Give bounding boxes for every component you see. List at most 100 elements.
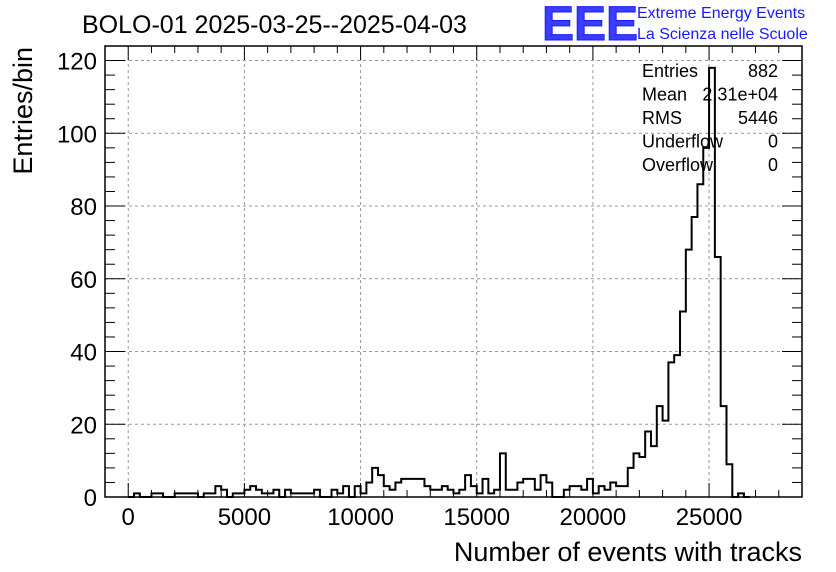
x-tick-label: 5000 xyxy=(218,504,271,531)
histogram-bin xyxy=(616,486,622,497)
histogram-bin xyxy=(215,486,221,497)
histogram-bin xyxy=(390,490,396,497)
y-tick-label: 0 xyxy=(84,485,97,512)
stats-label: Underflow xyxy=(642,132,724,152)
stats-label: Overflow xyxy=(642,155,714,175)
grid xyxy=(105,46,802,498)
histogram-bin xyxy=(692,217,698,497)
y-tick-label: 100 xyxy=(57,121,97,148)
histogram-bin xyxy=(564,490,570,497)
histogram-bin xyxy=(436,490,442,497)
x-tick-label: 0 xyxy=(122,504,135,531)
histogram-bin xyxy=(587,479,593,497)
histogram-bin xyxy=(535,490,541,497)
histogram-bin xyxy=(500,453,506,497)
histogram-bin xyxy=(628,468,634,497)
x-axis-label: Number of events with tracks xyxy=(454,537,802,567)
histogram-bin xyxy=(285,490,291,497)
y-tick-labels: 0 20 40 60 80 100 120 xyxy=(57,49,97,512)
histogram-bin xyxy=(575,486,581,497)
histogram-bin xyxy=(448,490,454,497)
y-axis-label: Entries/bin xyxy=(8,47,38,175)
stats-label: Mean xyxy=(642,85,687,105)
histogram-bin xyxy=(570,486,576,497)
histogram-bin xyxy=(314,490,320,497)
histogram-bin xyxy=(697,184,703,497)
histogram-bin xyxy=(401,479,407,497)
histogram-bin xyxy=(273,490,279,497)
histogram-bin xyxy=(384,486,390,497)
histogram-bin xyxy=(419,479,425,497)
logo-line2: La Scienza nelle Scuole xyxy=(637,26,808,43)
histogram-bin xyxy=(657,406,663,497)
histogram-bin xyxy=(343,486,349,497)
y-tick-label: 120 xyxy=(57,49,97,76)
logo-line1: Extreme Energy Events xyxy=(637,5,805,22)
histogram-bin xyxy=(686,250,692,497)
x-tick-labels: 0 5000 10000 15000 20000 25000 xyxy=(122,504,743,531)
histogram-bin xyxy=(610,482,616,497)
axis-ticks xyxy=(104,45,803,498)
stats-value: 5446 xyxy=(738,108,778,128)
x-tick-label: 15000 xyxy=(443,504,510,531)
histogram-bin xyxy=(523,479,529,497)
histogram-bin xyxy=(471,486,477,497)
histogram-bin xyxy=(668,362,674,497)
histogram-bin xyxy=(512,490,518,497)
histogram-bin xyxy=(407,479,413,497)
eee-logo-text: EEE xyxy=(542,0,638,51)
stats-box: Entries 882 Mean 2.31e+04 RMS 5446 Underflow 0 O… xyxy=(642,61,778,175)
y-tick-label: 80 xyxy=(70,194,97,221)
histogram-bin xyxy=(529,479,535,497)
histogram-bin xyxy=(395,482,401,497)
histogram-bin xyxy=(494,490,500,497)
histogram-bin xyxy=(680,312,686,497)
histogram-bin xyxy=(424,486,430,497)
histogram-bin xyxy=(442,486,448,497)
histogram-bin xyxy=(517,482,523,497)
histogram-bin xyxy=(250,486,256,497)
stats-label: RMS xyxy=(642,108,682,128)
histogram-bin xyxy=(332,490,338,497)
histogram-bin xyxy=(256,490,262,497)
histogram-bin xyxy=(413,479,419,497)
histogram-bin xyxy=(366,482,372,497)
histogram-bin xyxy=(645,432,651,497)
y-tick-label: 20 xyxy=(70,412,97,439)
histogram-bin xyxy=(639,457,645,497)
histogram-bin xyxy=(703,148,709,497)
histogram-bin xyxy=(581,490,587,497)
x-tick-label: 10000 xyxy=(327,504,394,531)
histogram-bin xyxy=(605,490,611,497)
chart-title: BOLO-01 2025-03-25--2025-04-03 xyxy=(82,11,467,39)
histogram-bin xyxy=(506,490,512,497)
eee-logo: EEE Extreme Energy Events La Scienza nel… xyxy=(542,0,808,52)
histogram-bin xyxy=(599,486,605,497)
histogram-bin xyxy=(674,355,680,497)
histogram-bin xyxy=(622,486,628,497)
y-tick-label: 40 xyxy=(70,340,97,367)
histogram-bin xyxy=(715,257,721,497)
histogram-bin xyxy=(483,479,489,497)
histogram-bin xyxy=(721,406,727,497)
histogram-bin xyxy=(726,464,732,497)
histogram-bin xyxy=(546,482,552,497)
stats-value: 882 xyxy=(748,61,778,81)
histogram-bin xyxy=(372,468,378,497)
histogram-bin xyxy=(221,490,227,497)
stats-value: 0 xyxy=(768,132,778,152)
histogram-bin xyxy=(634,453,640,497)
x-tick-label: 25000 xyxy=(676,504,743,531)
histogram-bin xyxy=(465,475,471,497)
y-tick-label: 60 xyxy=(70,267,97,294)
histogram-bin xyxy=(663,421,669,497)
histogram-bin xyxy=(378,475,384,497)
stats-value: 0 xyxy=(768,155,778,175)
histogram-bin xyxy=(244,490,250,497)
histogram-bin xyxy=(459,490,465,497)
histogram-bin xyxy=(430,490,436,497)
histogram-bin xyxy=(355,486,361,497)
histogram-bin xyxy=(651,446,657,497)
stats-label: Entries xyxy=(642,61,698,81)
